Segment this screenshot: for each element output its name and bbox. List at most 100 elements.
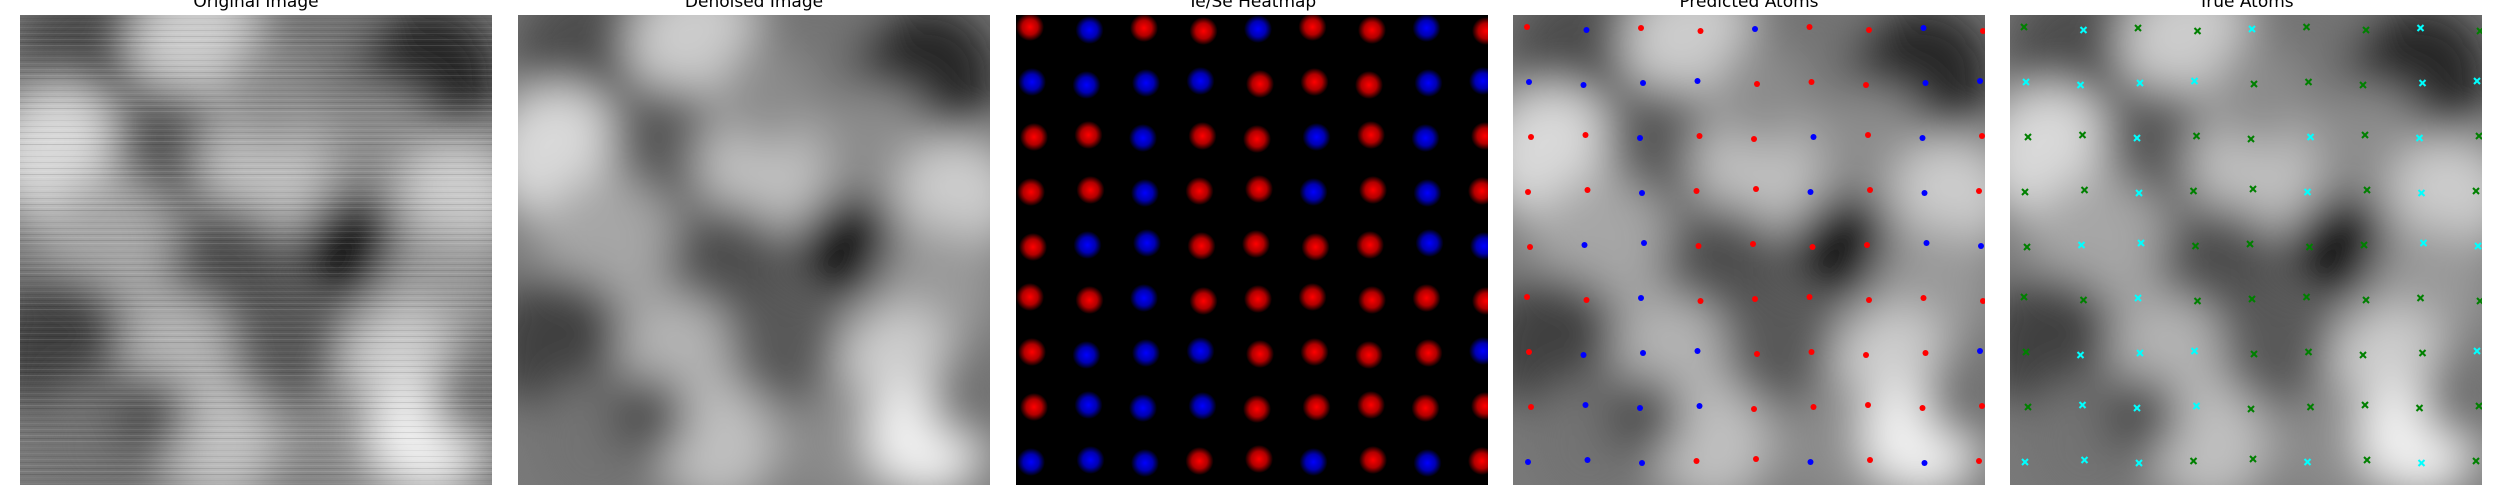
- se-spot: [1299, 178, 1328, 206]
- se-spot: [1074, 391, 1103, 419]
- predicted-atom: [1923, 240, 1930, 246]
- true-atom-marker: [2359, 351, 2367, 359]
- predicted-atom: [1867, 457, 1873, 463]
- se-spot: [1131, 449, 1159, 477]
- true-atom-marker: [2134, 24, 2142, 32]
- true-atom-marker: [2080, 456, 2089, 464]
- true-atom-marker: [2474, 242, 2482, 250]
- predicted-atom: [1752, 296, 1758, 302]
- true-atom-marker: [2080, 186, 2089, 194]
- predicted-atom: [1751, 406, 1757, 412]
- te-spot: [1358, 16, 1386, 44]
- te-spot: [1246, 70, 1274, 98]
- true-atom-marker: [2362, 26, 2370, 34]
- true-atom-marker: [2077, 241, 2086, 249]
- predicted-atom: [1694, 348, 1701, 354]
- true-atom-marker: [2475, 402, 2482, 410]
- denoised-image: [518, 15, 990, 485]
- true-atom-marker: [2416, 294, 2425, 302]
- predicted-atom: [1528, 404, 1534, 410]
- se-spot: [1072, 71, 1101, 99]
- true-atom-marker: [2135, 459, 2143, 467]
- true-atom-marker: [2193, 297, 2202, 305]
- predicted-atom: [1640, 80, 1646, 86]
- panel-predicted-atoms: Predicted Atoms: [1513, 0, 1985, 500]
- predicted-atom: [1697, 298, 1704, 304]
- true-atom-marker: [2078, 401, 2087, 409]
- true-atom-marker: [2305, 243, 2314, 251]
- predicted-atom: [1976, 188, 1982, 194]
- true-atom-marker: [2021, 188, 2029, 196]
- true-atom-marker: [2476, 297, 2482, 305]
- te-spot: [1243, 395, 1271, 423]
- true-atom-marker: [2249, 185, 2257, 193]
- te-spot: [1468, 447, 1488, 475]
- te-spot: [1245, 175, 1273, 203]
- se-spot: [1244, 15, 1272, 43]
- predicted-atom: [1753, 456, 1759, 462]
- true-atom-marker: [2415, 404, 2424, 412]
- te-spot: [1187, 232, 1216, 260]
- predicted-atom: [1584, 457, 1591, 463]
- predicted-atom: [1866, 27, 1872, 33]
- te-spot: [1357, 391, 1385, 419]
- predicted-atom: [1524, 294, 1530, 300]
- predicted-atom: [1863, 82, 1869, 88]
- true-atom-marker: [2362, 296, 2370, 304]
- true-atom-marker: [2248, 25, 2256, 33]
- true-atom-marker: [2306, 403, 2315, 411]
- true-atom-marker: [2193, 27, 2202, 35]
- se-spot: [1414, 69, 1443, 97]
- se-spot: [1412, 15, 1441, 42]
- te-spot: [1412, 284, 1441, 312]
- se-spot: [1131, 179, 1159, 207]
- true-atom-marker: [2247, 405, 2255, 413]
- se-spot: [1415, 229, 1444, 257]
- true-atom-marker: [2415, 134, 2424, 142]
- te-spot: [1468, 177, 1488, 205]
- se-spot: [1411, 124, 1440, 152]
- predicted-atom: [1753, 186, 1759, 192]
- te-spot: [1185, 177, 1214, 205]
- predicted-atom: [1695, 243, 1702, 249]
- true-atom-marker: [2137, 239, 2145, 247]
- predicted-atom: [1980, 28, 1985, 34]
- se-spot: [1413, 179, 1442, 207]
- predicted-atom: [1528, 134, 1534, 140]
- te-spot: [1246, 340, 1274, 368]
- true-atom-marker: [2303, 458, 2312, 466]
- predicted-atom: [1524, 24, 1530, 30]
- se-spot: [1413, 449, 1442, 477]
- true-atom-marker: [2022, 348, 2030, 356]
- true-atom-marker: [2419, 239, 2428, 247]
- predicted-atom: [1639, 460, 1645, 466]
- predicted-atom: [1639, 190, 1645, 196]
- te-spot: [1411, 394, 1440, 422]
- se-spot: [1302, 123, 1331, 151]
- predicted-atom: [1864, 242, 1870, 248]
- panel-title: True Atoms: [2198, 0, 2294, 12]
- se-spot: [1186, 337, 1215, 365]
- predicted-atom: [1754, 351, 1760, 357]
- se-spot: [1129, 394, 1157, 422]
- panel-title: Predicted Atoms: [1679, 0, 1819, 12]
- predicted-atom: [1921, 190, 1928, 196]
- true-atom-marker: [2304, 78, 2313, 86]
- te-spot: [1019, 233, 1047, 261]
- te-spot: [1355, 71, 1383, 99]
- true-atom-marker: [2306, 133, 2315, 141]
- se-spot: [1130, 284, 1158, 312]
- predicted-atom: [1979, 403, 1985, 409]
- panel-title: Te/Se Heatmap: [1187, 0, 1317, 12]
- true-atom-marker: [2360, 241, 2368, 249]
- te-spot: [1358, 286, 1386, 314]
- predicted-atom: [1922, 80, 1929, 86]
- predicted-atom: [1638, 25, 1644, 31]
- te-spot: [1471, 122, 1488, 150]
- true-atom-marker: [2076, 351, 2085, 359]
- true-atom-marker: [2363, 186, 2371, 194]
- predicted-atom: [1920, 295, 1927, 301]
- predicted-atom: [1976, 458, 1982, 464]
- true-atom-marker: [2133, 404, 2141, 412]
- predicted-atom: [1527, 244, 1533, 250]
